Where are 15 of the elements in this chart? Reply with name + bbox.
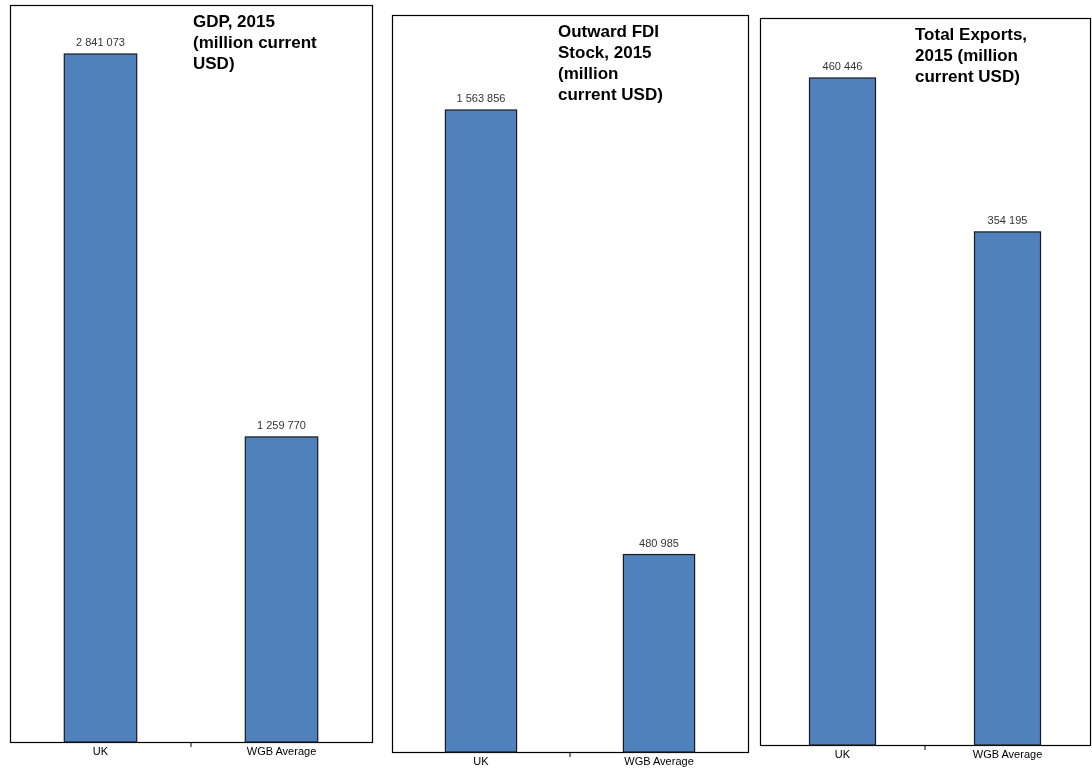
x-tick-label: UK bbox=[834, 747, 851, 760]
x-tick-label: UK bbox=[92, 744, 109, 757]
data-label: 2 841 073 bbox=[76, 36, 125, 48]
x-tick-label: WGB Average bbox=[246, 744, 317, 757]
data-label: 1 259 770 bbox=[257, 418, 306, 431]
data-label: 480 985 bbox=[639, 536, 679, 549]
data-label: 1 563 856 bbox=[456, 92, 506, 104]
chart-title: Total Exports, 2015 (million current USD) bbox=[915, 25, 1028, 86]
data-label: 354 195 bbox=[987, 213, 1028, 226]
chart-title: GDP, 2015 (million current USD) bbox=[193, 12, 318, 73]
chart-title: Outward FDI Stock, 2015 (million current USD) bbox=[558, 22, 663, 104]
x-tick-label: WGB Average bbox=[972, 747, 1043, 760]
data-label: 460 446 bbox=[822, 60, 863, 72]
x-tick-label: WGB Average bbox=[624, 754, 694, 767]
x-tick-label: UK bbox=[473, 754, 490, 767]
